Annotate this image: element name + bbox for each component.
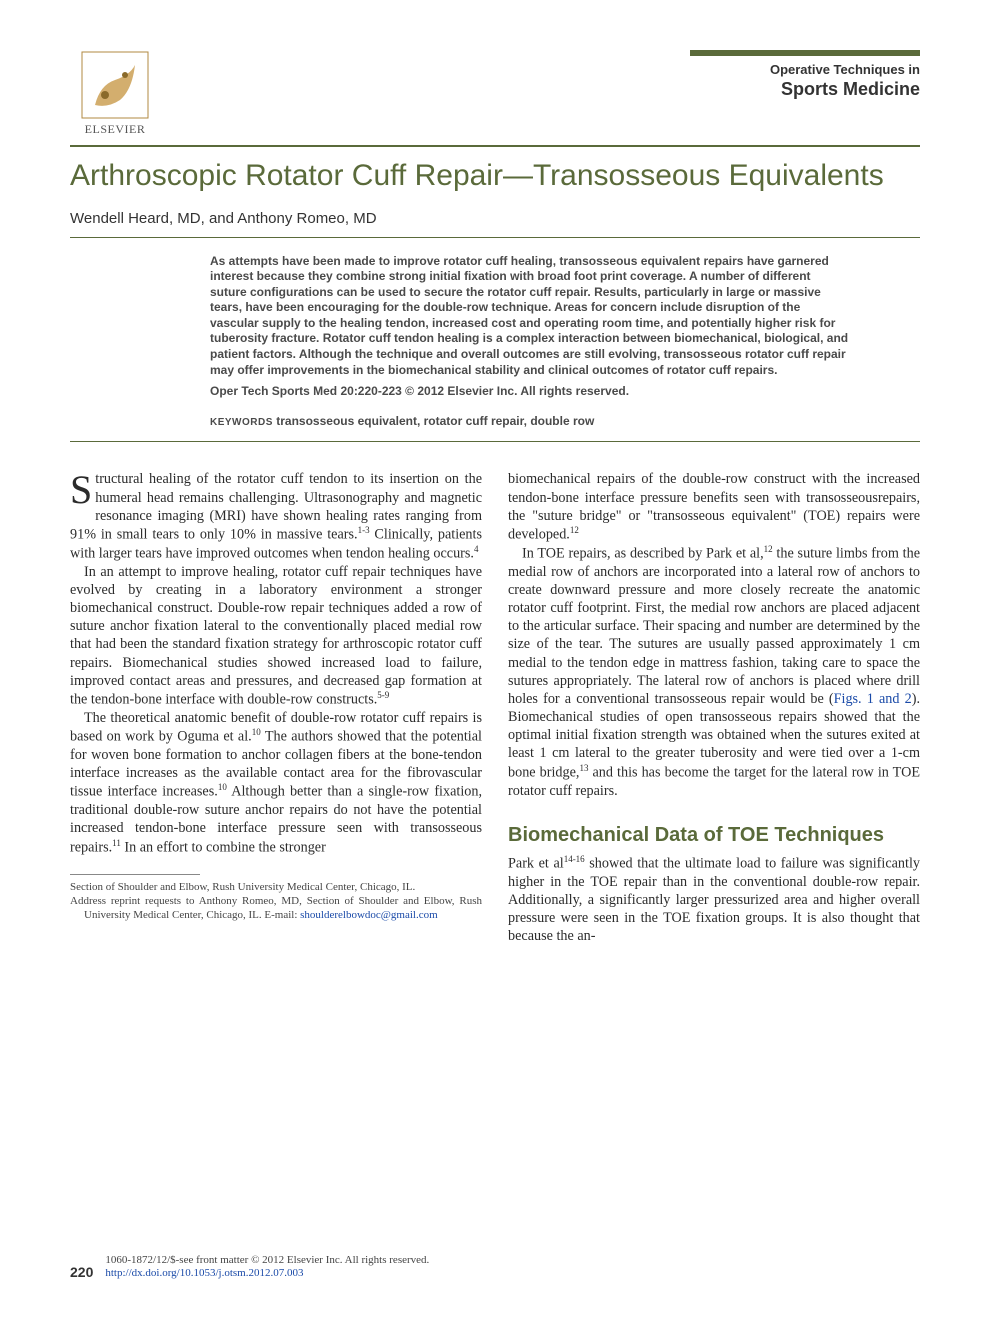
publisher-name: ELSEVIER <box>85 122 146 137</box>
footnotes: Section of Shoulder and Elbow, Rush Univ… <box>70 881 482 922</box>
journal-title-block: Operative Techniques in Sports Medicine <box>690 50 920 100</box>
journal-title: Sports Medicine <box>690 79 920 100</box>
keywords-text: transosseous equivalent, rotator cuff re… <box>276 414 594 428</box>
paragraph-2: In an attempt to improve healing, rotato… <box>70 563 482 709</box>
abstract-text: As attempts have been made to improve ro… <box>210 254 850 379</box>
page-footer: 220 1060-1872/12/$-see front matter © 20… <box>70 1254 920 1280</box>
affiliation: Section of Shoulder and Elbow, Rush Univ… <box>70 881 482 895</box>
copyright-line: Oper Tech Sports Med 20:220-223 © 2012 E… <box>210 384 850 400</box>
rule-top <box>70 145 920 147</box>
body-columns: Structural healing of the rotator cuff t… <box>70 470 920 945</box>
page-number: 220 <box>70 1264 93 1280</box>
rule-under-authors <box>70 237 920 238</box>
journal-supertitle: Operative Techniques in <box>690 62 920 77</box>
section-heading-biomechanical: Biomechanical Data of TOE Techniques <box>508 824 920 846</box>
paragraph-5: In TOE repairs, as described by Park et … <box>508 544 920 800</box>
doi-link[interactable]: http://dx.doi.org/10.1053/j.otsm.2012.07… <box>105 1267 303 1279</box>
column-left: Structural healing of the rotator cuff t… <box>70 470 482 945</box>
keywords-line: KEYWORDS transosseous equivalent, rotato… <box>210 414 850 430</box>
keywords-label: KEYWORDS <box>210 417 273 428</box>
figure-reference[interactable]: Figs. 1 and 2 <box>834 691 912 707</box>
paragraph-3: The theoretical anatomic benefit of doub… <box>70 709 482 857</box>
reprint-address: Address reprint requests to Anthony Rome… <box>70 895 482 923</box>
author-email[interactable]: shoulderelbowdoc@gmail.com <box>300 909 438 921</box>
elsevier-logo-icon <box>80 50 150 120</box>
column-right: biomechanical repairs of the double-row … <box>508 470 920 945</box>
header: ELSEVIER Operative Techniques in Sports … <box>70 50 920 137</box>
abstract-block: As attempts have been made to improve ro… <box>210 254 850 430</box>
paragraph-6: Park et al14-16 showed that the ultimate… <box>508 854 920 946</box>
rule-under-abstract <box>70 441 920 442</box>
paragraph-1: Structural healing of the rotator cuff t… <box>70 470 482 562</box>
paragraph-4: biomechanical repairs of the double-row … <box>508 470 920 543</box>
publisher-block: ELSEVIER <box>70 50 160 137</box>
dropcap: S <box>70 470 95 507</box>
footer-text: 1060-1872/12/$-see front matter © 2012 E… <box>105 1254 429 1280</box>
authors: Wendell Heard, MD, and Anthony Romeo, MD <box>70 210 920 227</box>
article-title: Arthroscopic Rotator Cuff Repair—Transos… <box>70 159 920 194</box>
footnote-rule <box>70 874 200 875</box>
